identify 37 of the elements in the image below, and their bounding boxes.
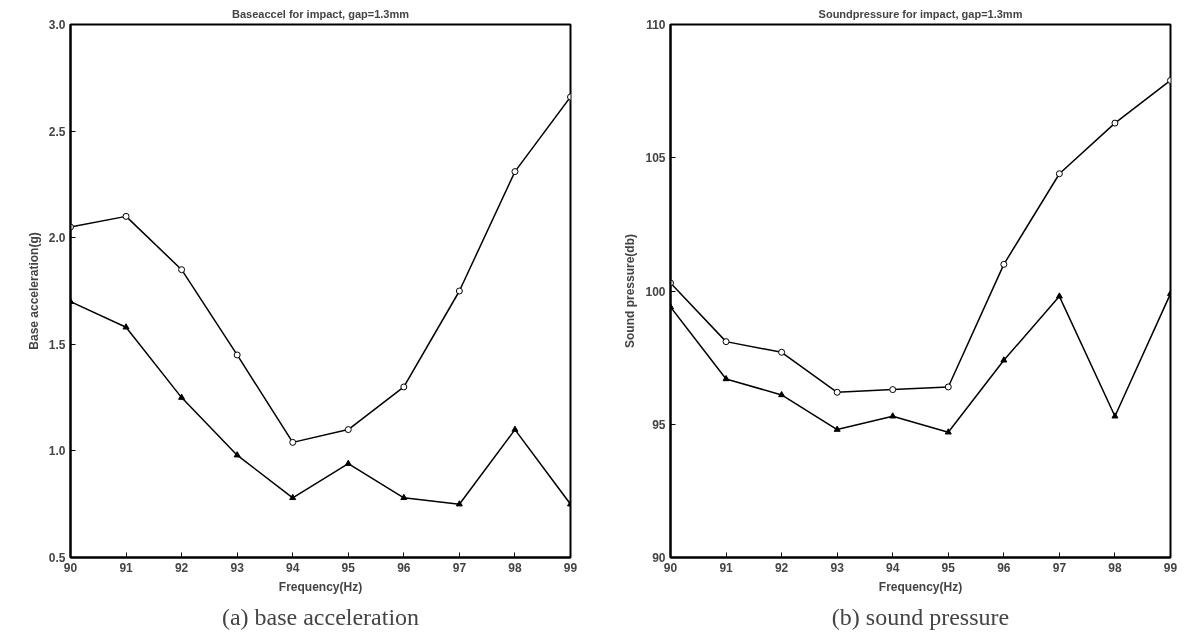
x-tick-label: 95 bbox=[341, 560, 356, 575]
x-tick-label: 94 bbox=[886, 560, 900, 575]
y-tick-label: 2.5 bbox=[48, 124, 66, 139]
x-tick-label: 91 bbox=[719, 560, 734, 575]
y-tick-label: 105 bbox=[645, 151, 666, 166]
x-tick-label: 98 bbox=[1108, 560, 1122, 575]
text: (b) sound pressure bbox=[831, 603, 1010, 630]
x-tick-label: 96 bbox=[397, 560, 411, 575]
x-tick-label: 93 bbox=[830, 560, 845, 575]
x-tick-label: 99 bbox=[1163, 560, 1178, 575]
text: (a) base acceleration bbox=[221, 603, 420, 630]
x-tick-label: 97 bbox=[452, 560, 467, 575]
x-axis-title: Frequency(Hz) bbox=[878, 579, 963, 594]
x-tick-label: 93 bbox=[230, 560, 245, 575]
x-tick-label: 97 bbox=[1052, 560, 1067, 575]
y-tick-label: 1.0 bbox=[48, 444, 66, 459]
x-tick-label: 99 bbox=[563, 560, 578, 575]
x-tick-label: 95 bbox=[941, 560, 956, 575]
y-tick-label: 110 bbox=[646, 18, 666, 32]
y-tick-label: 95 bbox=[652, 417, 666, 432]
y-tick-label: 100 bbox=[645, 284, 666, 299]
y-axis-title: Base acceleration(g) bbox=[26, 232, 41, 350]
chart-title: Soundpressure for impact, gap=1.3mm bbox=[818, 7, 1023, 20]
x-tick-label: 91 bbox=[119, 560, 134, 575]
y-tick-label: 0.5 bbox=[48, 551, 66, 565]
y-axis-title: Sound pressure(db) bbox=[623, 233, 638, 348]
y-tick-label: 90 bbox=[652, 551, 666, 565]
x-axis-title: Frequency(Hz) bbox=[278, 579, 363, 594]
x-tick-label: 94 bbox=[286, 560, 300, 575]
x-tick-label: 92 bbox=[174, 560, 189, 575]
x-tick-label: 92 bbox=[774, 560, 789, 575]
chart-title: Baseaccel for impact, gap=1.3mm bbox=[232, 7, 410, 20]
y-tick-label: 2.0 bbox=[48, 231, 66, 246]
x-tick-label: 98 bbox=[508, 560, 522, 575]
x-tick-label: 96 bbox=[997, 560, 1011, 575]
y-tick-label: 1.5 bbox=[48, 337, 66, 352]
y-tick-label: 3.0 bbox=[48, 18, 66, 32]
